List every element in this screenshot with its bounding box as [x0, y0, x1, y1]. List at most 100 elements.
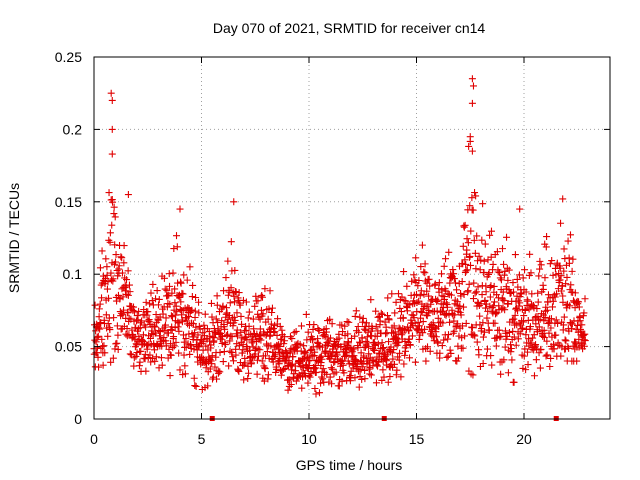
data-point	[557, 272, 565, 280]
data-point	[406, 341, 414, 349]
data-point	[459, 260, 467, 268]
data-point	[354, 344, 362, 352]
data-point	[161, 321, 169, 329]
data-point	[472, 265, 480, 273]
data-point	[164, 292, 172, 300]
data-point	[118, 269, 126, 277]
data-point	[264, 371, 272, 379]
data-point	[390, 322, 398, 330]
data-point	[462, 260, 470, 268]
data-point	[475, 351, 483, 359]
data-point	[412, 254, 420, 262]
data-point	[431, 324, 439, 332]
data-point	[450, 317, 458, 325]
data-point	[311, 385, 319, 392]
data-point	[356, 339, 364, 347]
data-point	[172, 338, 180, 346]
data-point	[162, 314, 170, 322]
data-point	[130, 303, 138, 311]
data-point	[473, 338, 481, 346]
data-point	[300, 342, 308, 350]
data-point	[120, 306, 128, 314]
data-point	[497, 370, 505, 378]
data-point	[581, 330, 589, 338]
data-point	[119, 293, 127, 301]
data-point	[115, 262, 123, 270]
data-point	[208, 313, 216, 321]
data-point	[461, 256, 469, 264]
data-point	[296, 340, 304, 348]
data-point	[514, 335, 522, 343]
data-point	[345, 318, 353, 326]
data-point	[423, 287, 431, 295]
data-point	[242, 326, 250, 334]
data-point	[526, 323, 534, 331]
data-point	[259, 310, 267, 318]
data-point	[505, 329, 513, 337]
data-point	[180, 351, 188, 359]
data-point	[436, 349, 444, 357]
data-point	[549, 297, 557, 305]
data-point	[491, 319, 499, 327]
data-point	[315, 327, 323, 335]
data-point	[284, 386, 292, 394]
data-point	[286, 349, 294, 357]
data-point	[306, 346, 314, 354]
data-point	[435, 322, 443, 330]
data-point	[169, 344, 177, 352]
data-point	[506, 289, 514, 297]
data-point	[393, 334, 401, 342]
data-point	[456, 302, 464, 310]
data-point	[519, 318, 527, 326]
data-point	[351, 374, 359, 382]
data-point	[109, 198, 117, 206]
data-point	[442, 255, 450, 263]
data-point	[547, 315, 555, 323]
data-point	[287, 380, 295, 388]
data-point	[504, 369, 512, 377]
data-point	[327, 334, 334, 342]
data-point	[306, 356, 314, 364]
data-point	[437, 270, 445, 278]
data-point	[497, 276, 505, 284]
data-point	[546, 260, 554, 268]
data-point	[286, 376, 294, 384]
data-point	[400, 268, 408, 276]
data-point	[204, 382, 212, 390]
data-point	[253, 370, 261, 378]
data-point	[231, 298, 239, 306]
data-point	[426, 282, 434, 290]
data-point	[110, 314, 118, 322]
data-point	[515, 302, 523, 310]
data-point	[214, 319, 222, 327]
data-point	[406, 301, 414, 309]
data-point	[253, 356, 261, 364]
data-point	[463, 246, 471, 254]
data-point	[229, 353, 237, 361]
data-point	[508, 356, 516, 364]
data-point	[556, 264, 564, 272]
data-point	[563, 273, 571, 281]
data-point	[497, 332, 505, 340]
data-point	[132, 352, 140, 360]
data-point	[394, 353, 402, 361]
data-point	[377, 309, 385, 317]
data-point	[229, 357, 237, 365]
data-point	[368, 325, 376, 333]
data-point	[403, 307, 411, 315]
data-point	[509, 279, 517, 287]
data-point	[238, 320, 246, 328]
data-point	[189, 281, 197, 289]
data-point	[496, 269, 504, 277]
data-point	[496, 333, 504, 341]
data-point	[141, 350, 149, 358]
data-point	[156, 313, 164, 321]
data-point	[330, 359, 338, 367]
data-point	[453, 286, 461, 294]
data-point	[321, 333, 329, 341]
data-point	[539, 285, 547, 293]
data-point	[479, 359, 487, 367]
data-point	[229, 322, 237, 330]
data-point	[356, 313, 364, 321]
data-point	[323, 342, 331, 350]
